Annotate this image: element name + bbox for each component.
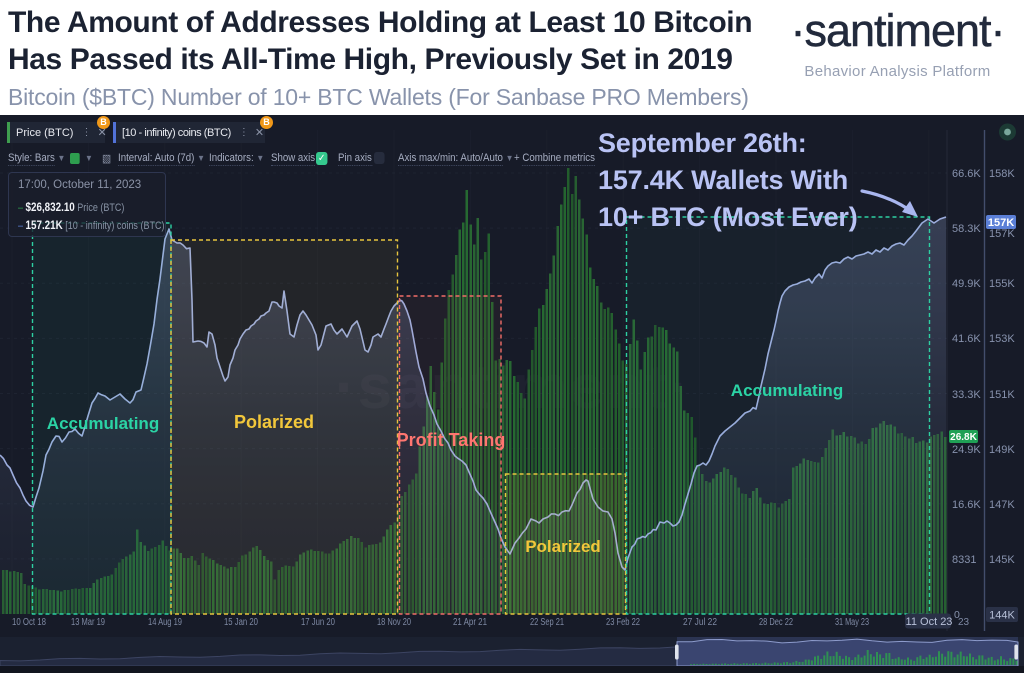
svg-text:15 Jan 20: 15 Jan 20 bbox=[224, 617, 258, 628]
svg-text:22 Sep 21: 22 Sep 21 bbox=[530, 617, 564, 628]
svg-text:Polarized: Polarized bbox=[234, 412, 314, 432]
svg-text:41.6K: 41.6K bbox=[952, 333, 981, 345]
svg-text:24.9K: 24.9K bbox=[952, 444, 981, 456]
svg-text:147K: 147K bbox=[989, 499, 1015, 511]
svg-text:149K: 149K bbox=[989, 444, 1015, 456]
svg-text:13 Mar 19: 13 Mar 19 bbox=[71, 617, 105, 628]
svg-text:11 Oct 23: 11 Oct 23 bbox=[906, 616, 953, 628]
svg-text:58.3K: 58.3K bbox=[952, 223, 981, 235]
svg-text:Accumulating: Accumulating bbox=[731, 381, 843, 400]
svg-text:157K: 157K bbox=[989, 228, 1015, 240]
svg-text:157K: 157K bbox=[988, 217, 1014, 229]
svg-text:31 May 23: 31 May 23 bbox=[835, 617, 869, 628]
svg-text:16.6K: 16.6K bbox=[952, 499, 981, 511]
svg-text:Polarized: Polarized bbox=[525, 537, 601, 556]
svg-text:66.6K: 66.6K bbox=[952, 168, 981, 180]
svg-text:8331: 8331 bbox=[952, 554, 976, 566]
svg-text:14 Aug 19: 14 Aug 19 bbox=[148, 617, 182, 628]
svg-text:23 Feb 22: 23 Feb 22 bbox=[606, 617, 640, 628]
svg-text:26.8K: 26.8K bbox=[950, 432, 977, 443]
svg-text:158K: 158K bbox=[989, 168, 1015, 180]
svg-text:144K: 144K bbox=[989, 610, 1015, 622]
svg-text:21 Apr 21: 21 Apr 21 bbox=[453, 617, 487, 628]
svg-text:17 Jun 20: 17 Jun 20 bbox=[301, 617, 335, 628]
svg-text:Profit Taking: Profit Taking bbox=[397, 430, 506, 450]
svg-text:10 Oct 18: 10 Oct 18 bbox=[12, 617, 46, 628]
svg-text:153K: 153K bbox=[989, 333, 1015, 345]
svg-text:27 Jul 22: 27 Jul 22 bbox=[683, 617, 717, 628]
svg-text:0: 0 bbox=[954, 609, 960, 621]
svg-text:155K: 155K bbox=[989, 278, 1015, 290]
svg-text:28 Dec 22: 28 Dec 22 bbox=[759, 617, 793, 628]
svg-text:145K: 145K bbox=[989, 554, 1015, 566]
svg-text:151K: 151K bbox=[989, 389, 1015, 401]
svg-text:Accumulating: Accumulating bbox=[47, 414, 159, 433]
svg-text:23: 23 bbox=[958, 617, 970, 628]
svg-text:18 Nov 20: 18 Nov 20 bbox=[377, 617, 411, 628]
svg-text:33.3K: 33.3K bbox=[952, 389, 981, 401]
svg-text:49.9K: 49.9K bbox=[952, 278, 981, 290]
